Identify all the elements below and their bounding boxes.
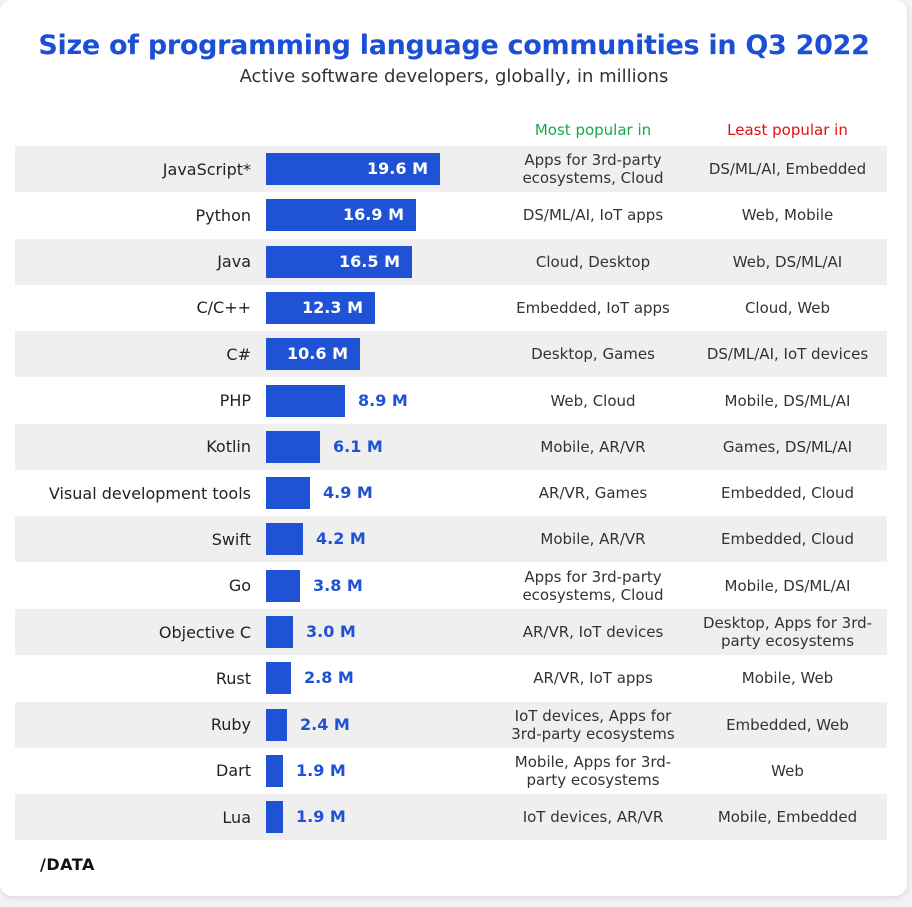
least-popular-cell: Web, DS/ML/AI: [732, 252, 843, 271]
bar: [266, 523, 303, 556]
table-row: Java 16.5 M Cloud, Desktop Web, DS/ML/AI: [15, 238, 887, 285]
bar-value-label: 1.9 M: [296, 760, 346, 780]
language-label: Java: [217, 252, 251, 272]
language-label: C/C++: [196, 298, 251, 318]
bar-value-label: 2.4 M: [300, 714, 350, 734]
bar-value-label: 16.5 M: [339, 251, 400, 271]
bar: [266, 708, 287, 741]
most-popular-cell: Mobile, Apps for 3rd-party ecosystems: [514, 752, 672, 789]
table-row: Objective C 3.0 M AR/VR, IoT devices Deskto…: [15, 609, 887, 655]
bar: [266, 616, 293, 648]
least-popular-cell: Mobile, DS/ML/AI: [724, 576, 851, 595]
table-row: Swift 4.2 M Mobile, AR/VR Embedded, Cloud: [15, 516, 887, 563]
most-popular-cell: Web, Cloud: [550, 391, 636, 410]
most-popular-cell: DS/ML/AI, IoT apps: [522, 206, 664, 225]
chart-subtitle: Active software developers, globally, in…: [239, 66, 669, 87]
table-row: Python 16.9 M DS/ML/AI, IoT apps Web, Mobil…: [15, 192, 887, 238]
bar: [266, 199, 416, 232]
language-label: Visual development tools: [48, 483, 251, 503]
language-label: Rust: [215, 668, 251, 688]
language-label: Kotlin: [206, 437, 251, 457]
most-popular-cell: Cloud, Desktop: [535, 252, 651, 271]
table-row: Visual development tools 4.9 M AR/VR, Game…: [15, 470, 887, 516]
least-popular-header: Least popular in: [727, 121, 848, 139]
language-label: JavaScript*: [162, 159, 251, 179]
language-label: Lua: [222, 807, 251, 827]
bar: [266, 569, 300, 602]
most-popular-cell: Mobile, AR/VR: [540, 437, 646, 456]
language-label: Python: [195, 205, 251, 225]
bar-value-label: 4.9 M: [323, 483, 373, 503]
table-row: Dart 1.9 M Mobile, Apps for 3rd-party ecos…: [15, 748, 887, 794]
brand-logo: /DATA: [40, 855, 95, 874]
most-popular-cell: Desktop, Games: [531, 345, 655, 364]
language-label: Go: [228, 576, 251, 596]
bar-value-label: 19.6 M: [367, 159, 428, 178]
bar: [266, 338, 360, 371]
most-popular-cell: AR/VR, Games: [538, 484, 648, 503]
language-label: PHP: [219, 391, 251, 410]
bar: [266, 430, 320, 463]
most-popular-cell: AR/VR, IoT apps: [533, 669, 653, 688]
table-row: JavaScript* 19.6 M Apps for 3rd-party ecos…: [15, 146, 887, 192]
chart-title: Size of programming language communities…: [38, 30, 870, 61]
least-popular-cell: Embedded, Cloud: [720, 530, 854, 549]
table-row: Go 3.8 M Apps for 3rd-party ecosystems, Cl…: [15, 563, 887, 609]
bar-value-label: 4.2 M: [316, 529, 366, 549]
bar: [266, 291, 375, 324]
least-popular-cell: Embedded, Web: [726, 715, 849, 734]
bar-value-label: 3.8 M: [313, 575, 363, 595]
table-row: Lua 1.9 M IoT devices, AR/VR Mobile, Embedd…: [15, 794, 887, 841]
least-popular-cell: DS/ML/AI, Embedded: [708, 160, 867, 178]
most-popular-cell: Embedded, IoT apps: [516, 298, 670, 317]
least-popular-cell: Embedded, Cloud: [720, 484, 854, 503]
least-popular-cell: Cloud, Web: [744, 298, 831, 317]
bar: [266, 662, 291, 695]
table-row: Ruby 2.4 M IoT devices, Apps for 3rd-party…: [15, 701, 887, 748]
bar: [266, 384, 345, 417]
most-popular-cell: Mobile, AR/VR: [540, 530, 646, 549]
language-label: C#: [226, 344, 251, 364]
table-row: Rust 2.8 M AR/VR, IoT apps Mobile, Web: [15, 655, 887, 701]
most-popular-cell: AR/VR, IoT devices: [522, 623, 664, 641]
bar-value-label: 1.9 M: [296, 807, 346, 827]
most-popular-cell: IoT devices, Apps for 3rd-party ecosyste…: [511, 706, 675, 743]
language-label: Dart: [216, 761, 251, 781]
table-row: Kotlin 6.1 M Mobile, AR/VR Games, DS/ML/AI: [15, 423, 887, 470]
bar-value-label: 10.6 M: [287, 344, 348, 364]
least-popular-cell: Mobile, Embedded: [717, 808, 858, 827]
bar: [266, 477, 310, 510]
table-row: PHP 8.9 M Web, Cloud Mobile, DS/ML/AI: [15, 378, 887, 424]
bar-value-label: 16.9 M: [343, 205, 404, 225]
least-popular-cell: Games, DS/ML/AI: [722, 437, 853, 456]
least-popular-cell: Mobile, Web: [741, 669, 834, 688]
most-popular-header: Most popular in: [534, 121, 652, 139]
least-popular-cell: DS/ML/AI, IoT devices: [706, 345, 869, 364]
least-popular-cell: Desktop, Apps for 3rd-party ecosystems: [702, 614, 873, 650]
least-popular-cell: Web, Mobile: [741, 206, 834, 225]
least-popular-cell: Web: [771, 761, 804, 780]
bar-value-label: 8.9 M: [358, 390, 408, 410]
bar: [266, 754, 283, 787]
most-popular-cell: Apps for 3rd-party ecosystems, Cloud: [522, 151, 664, 187]
bar: [266, 245, 412, 278]
most-popular-cell: Apps for 3rd-party ecosystems, Cloud: [522, 567, 664, 604]
bar-value-label: 2.8 M: [304, 668, 354, 688]
bar: [266, 153, 440, 185]
least-popular-cell: Mobile, DS/ML/AI: [724, 391, 851, 410]
bar-value-label: 3.0 M: [306, 622, 356, 641]
most-popular-cell: IoT devices, AR/VR: [522, 808, 664, 827]
bar-value-label: 12.3 M: [302, 297, 363, 317]
table-row: C/C++ 12.3 M Embedded, IoT apps Cloud, Web: [15, 285, 887, 331]
bar: [266, 801, 283, 834]
language-label: Objective C: [158, 622, 251, 642]
table-row: C# 10.6 M Desktop, Games DS/ML/AI, IoT devi…: [15, 331, 887, 378]
language-label: Swift: [211, 529, 251, 549]
language-label: Ruby: [210, 715, 251, 735]
bar-value-label: 6.1 M: [333, 436, 383, 456]
